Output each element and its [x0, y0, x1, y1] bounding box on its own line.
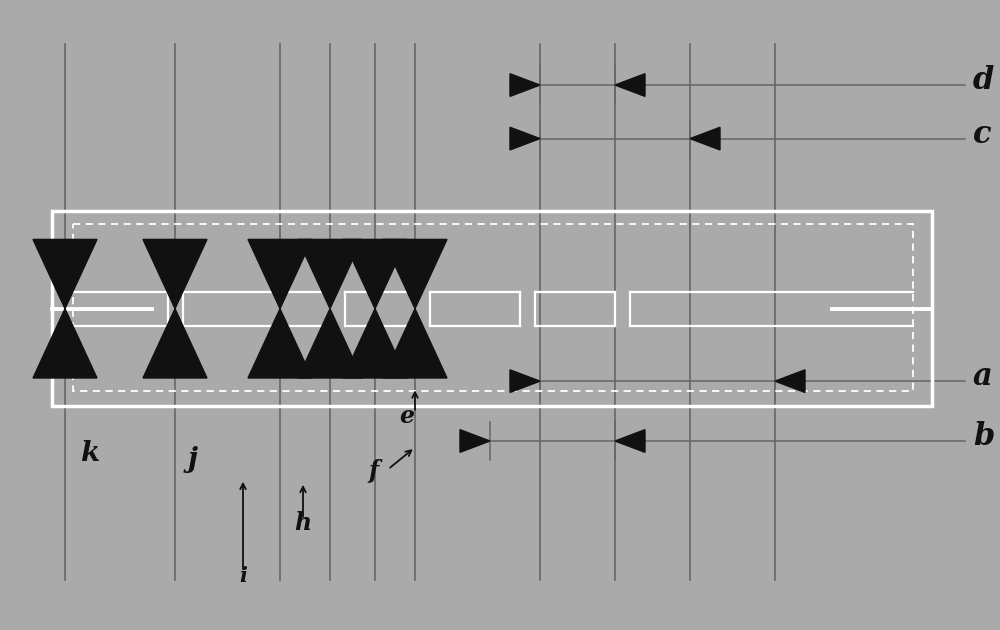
Bar	[52, 211, 932, 406]
Polygon shape	[33, 239, 97, 309]
Text: j: j	[188, 447, 198, 473]
Polygon shape	[690, 127, 720, 150]
Polygon shape	[248, 309, 312, 378]
Polygon shape	[343, 239, 407, 309]
Polygon shape	[460, 430, 490, 452]
Polygon shape	[510, 127, 540, 150]
Polygon shape	[33, 309, 97, 378]
Text: h: h	[294, 511, 312, 535]
Text: k: k	[80, 440, 100, 467]
Polygon shape	[383, 239, 447, 309]
Text: e: e	[400, 404, 415, 428]
Polygon shape	[510, 370, 540, 392]
Text: i: i	[239, 566, 247, 587]
Polygon shape	[615, 74, 645, 96]
Text: d: d	[973, 65, 994, 96]
Text: f: f	[368, 459, 378, 483]
Polygon shape	[143, 309, 207, 378]
Polygon shape	[383, 309, 447, 378]
Polygon shape	[248, 239, 312, 309]
Text: c: c	[973, 118, 992, 150]
Polygon shape	[143, 239, 207, 309]
Polygon shape	[298, 239, 362, 309]
Polygon shape	[775, 370, 805, 392]
Text: b: b	[973, 421, 994, 452]
Polygon shape	[615, 430, 645, 452]
Polygon shape	[343, 309, 407, 378]
Polygon shape	[510, 74, 540, 96]
Bar	[73, 224, 913, 391]
Text: a: a	[973, 361, 993, 392]
Polygon shape	[298, 309, 362, 378]
